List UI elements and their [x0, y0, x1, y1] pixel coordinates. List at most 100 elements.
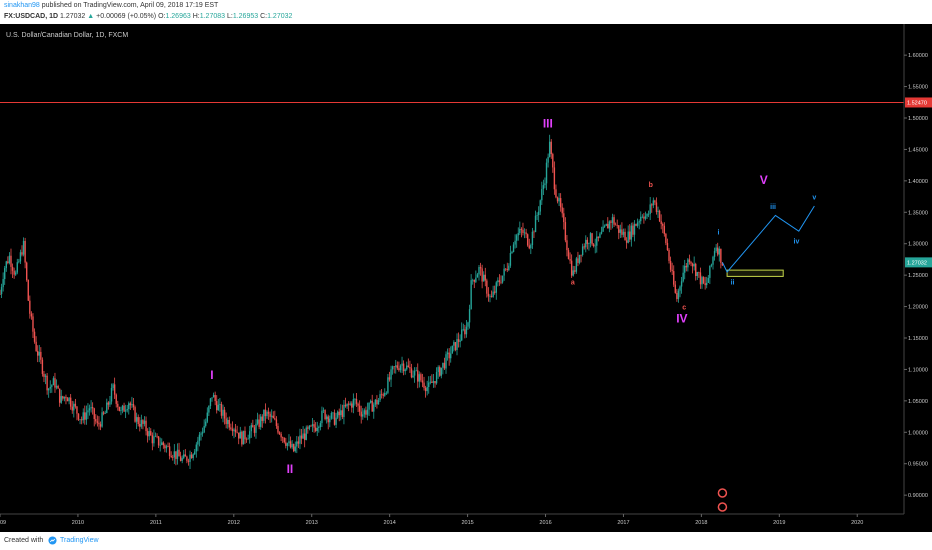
candle-body: [525, 232, 527, 235]
candle-body: [8, 255, 11, 264]
candle-body: [662, 223, 664, 226]
candle-body: [509, 253, 512, 266]
candle-body: [690, 262, 692, 264]
candle-body: [588, 243, 590, 244]
candle-body: [272, 415, 274, 419]
candle-body: [399, 365, 402, 371]
candle-body: [118, 406, 121, 411]
candle-body: [707, 277, 709, 283]
y-tick-label: 1.20000: [908, 305, 928, 311]
wave-label: iii: [770, 204, 776, 211]
candle-body: [660, 221, 662, 224]
candle-body: [467, 322, 469, 327]
candle-body: [55, 385, 58, 388]
candle-body: [523, 232, 526, 234]
candle-body: [462, 329, 464, 330]
candle-body: [423, 382, 425, 388]
candle-body: [534, 215, 537, 233]
candle-body: [270, 415, 273, 417]
candle-body: [665, 233, 667, 244]
candle-body: [308, 425, 311, 429]
candle-body: [710, 264, 713, 266]
candle-body: [682, 272, 684, 282]
candle-body: [362, 414, 364, 417]
candle-body: [541, 189, 543, 201]
low-value: 1.26953: [232, 13, 259, 20]
symbol-label: FX:USDCAD, 1D: [4, 13, 59, 20]
candle-body: [434, 380, 436, 384]
candle-body: [497, 280, 499, 283]
candle-body: [457, 339, 460, 342]
candle-body: [649, 204, 651, 214]
candle-body: [211, 397, 213, 399]
candle-body: [321, 410, 323, 424]
candle-body: [299, 435, 301, 444]
candle-body: [500, 282, 502, 283]
candle-body: [126, 409, 128, 411]
candle-body: [456, 339, 458, 350]
candle-body: [54, 378, 56, 388]
candle-body: [450, 353, 452, 359]
candle-body: [494, 291, 496, 293]
chart-canvas[interactable]: U.S. Dollar/Canadian Dollar, 1D, FXCM 1.…: [0, 24, 932, 532]
candle-body: [109, 401, 111, 405]
candle-body: [402, 363, 405, 372]
close-value: 1.27032: [267, 13, 293, 20]
candle-body: [209, 398, 212, 406]
candle-body: [234, 429, 237, 433]
candle-body: [580, 254, 582, 256]
candle-body: [699, 272, 702, 285]
candle-body: [173, 451, 176, 458]
open-label: O:: [158, 13, 166, 20]
candle-body: [344, 404, 347, 407]
candle-body: [95, 419, 97, 422]
candle-body: [679, 286, 681, 291]
candle-body: [5, 261, 7, 269]
candle-body: [713, 251, 716, 257]
candle-body: [267, 411, 270, 414]
candle-body: [625, 240, 628, 243]
candle-body: [212, 394, 215, 398]
chart-area[interactable]: U.S. Dollar/Canadian Dollar, 1D, FXCM 1.…: [0, 24, 932, 532]
candle-body: [445, 354, 447, 369]
candle-body: [280, 433, 282, 438]
candle-body: [600, 231, 603, 234]
price-change: +0.00069 (+0.05%): [96, 13, 157, 20]
candle-body: [225, 418, 227, 424]
candle-body: [658, 210, 661, 222]
candle-body: [289, 441, 292, 448]
candle-body: [377, 400, 380, 405]
candle-body: [99, 424, 102, 427]
tradingview-brand[interactable]: TradingView: [60, 537, 99, 544]
candle-body: [151, 435, 154, 444]
candle-body: [498, 280, 501, 283]
candle-body: [673, 271, 675, 285]
open-value: 1.26963: [165, 13, 191, 20]
candle-body: [336, 411, 339, 418]
candle-body: [530, 245, 532, 249]
candle-body: [644, 216, 647, 219]
candle-body: [120, 410, 122, 411]
candle-body: [432, 380, 435, 383]
candle-body: [135, 417, 138, 422]
candle-body: [715, 247, 717, 252]
candle-body: [0, 294, 1, 295]
candle-body: [376, 399, 378, 405]
candle-body: [696, 272, 698, 276]
candle-body: [619, 229, 622, 233]
y-tick-label: 1.55000: [908, 85, 928, 91]
candle-body: [470, 280, 472, 310]
candle-body: [274, 418, 276, 420]
author-link[interactable]: sinakhan98: [4, 2, 40, 9]
candle-body: [385, 392, 388, 394]
candle-body: [643, 216, 645, 219]
candle-body: [198, 434, 201, 441]
y-tick-label: 0.90000: [908, 493, 928, 499]
candle-body: [91, 407, 94, 409]
candle-body: [288, 441, 290, 444]
candle-body: [542, 185, 545, 190]
candle-body: [627, 231, 629, 243]
candle-body: [366, 409, 369, 415]
candle-body: [721, 262, 724, 266]
candle-body: [464, 329, 466, 335]
